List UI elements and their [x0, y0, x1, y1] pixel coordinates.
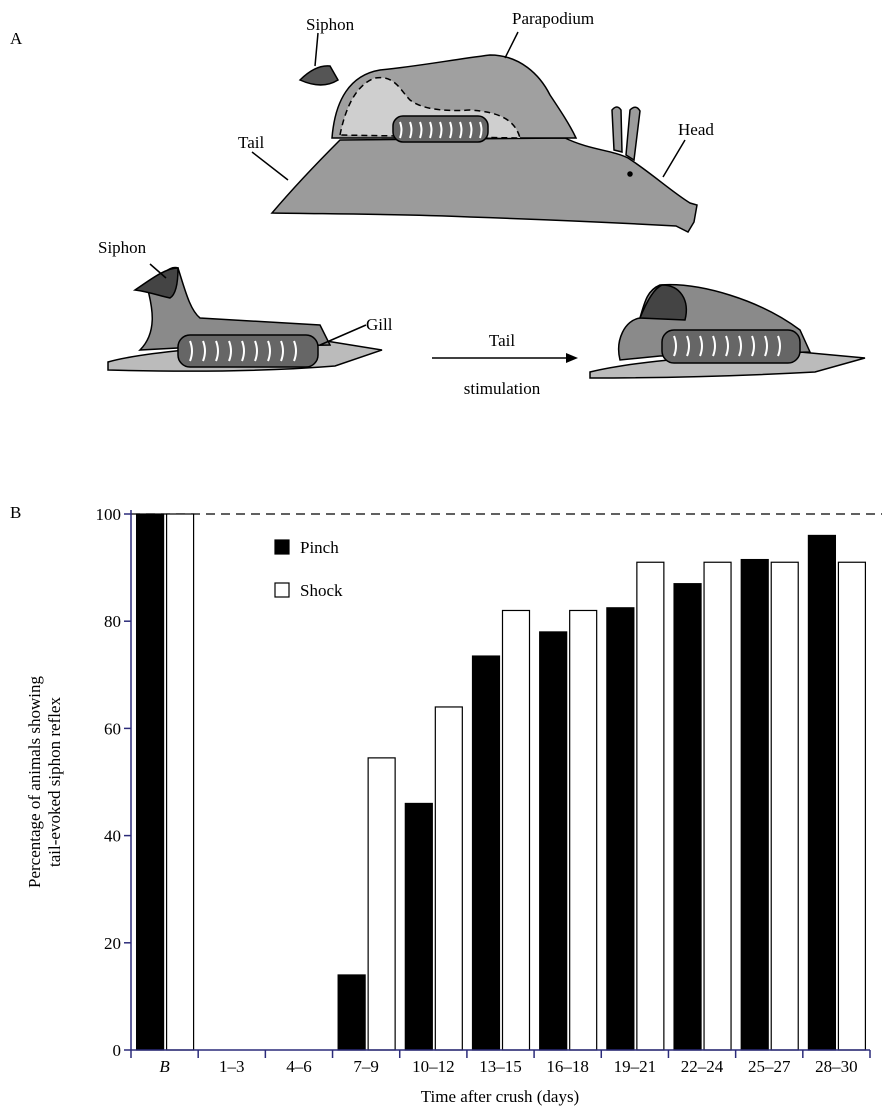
- diagram-label: Parapodium: [512, 9, 594, 28]
- bar: [607, 608, 634, 1050]
- x-tick-label: 16–18: [546, 1057, 589, 1076]
- bar: [808, 535, 835, 1050]
- plot-area: 0 20 40 60 80 100 B 1–3 4–6 7–9 10–12 13–15 16–18 19–…: [96, 505, 882, 1076]
- bar: [473, 656, 500, 1050]
- legend-label: Shock: [300, 581, 343, 600]
- y-axis-title-line: Percentage of animals showing: [25, 676, 44, 888]
- bar: [503, 610, 530, 1050]
- bar: [405, 803, 432, 1050]
- bar: [338, 975, 365, 1050]
- y-tick-label: 80: [104, 612, 121, 631]
- y-tick-label: 60: [104, 719, 121, 738]
- bar: [674, 584, 701, 1050]
- y-axis-title-line: tail-evoked siphon reflex: [45, 697, 64, 867]
- bar: [570, 610, 597, 1050]
- bar: [771, 562, 798, 1050]
- bar: [137, 514, 164, 1050]
- legend-swatch: [275, 540, 289, 554]
- x-tick-label: 7–9: [353, 1057, 379, 1076]
- diagram-label: Tail: [489, 331, 515, 350]
- siphon-left-tip: [135, 268, 178, 298]
- y-tick-label: 0: [113, 1041, 122, 1060]
- diagram-label: Siphon: [98, 238, 147, 257]
- bar: [741, 560, 768, 1050]
- panel-label: A: [10, 29, 23, 48]
- x-tick-label: 1–3: [219, 1057, 245, 1076]
- x-tick-label: 13–15: [479, 1057, 522, 1076]
- x-axis-title: Time after crush (days): [421, 1087, 579, 1106]
- diagram-label: Head: [678, 120, 714, 139]
- bar: [637, 562, 664, 1050]
- y-axis-title: Percentage of animals showing tail-evoke…: [25, 676, 64, 888]
- panel-label: B: [10, 503, 21, 522]
- x-tick-label: 4–6: [286, 1057, 312, 1076]
- bar: [368, 758, 395, 1050]
- diagram-label: Siphon: [306, 15, 355, 34]
- x-tick-label: 10–12: [412, 1057, 455, 1076]
- bar: [704, 562, 731, 1050]
- diagram-label: Gill: [366, 315, 393, 334]
- snail-diagram: [108, 32, 865, 378]
- bar: [540, 632, 567, 1050]
- diagram-label: stimulation: [464, 379, 541, 398]
- bar: [838, 562, 865, 1050]
- diagram-label: Tail: [238, 133, 264, 152]
- y-tick-label: 40: [104, 827, 121, 846]
- bar: [435, 707, 462, 1050]
- y-tick-label: 100: [96, 505, 122, 524]
- x-tick-label: 28–30: [815, 1057, 858, 1076]
- legend-label: Pinch: [300, 538, 339, 557]
- x-tick-label: 22–24: [681, 1057, 724, 1076]
- siphon-top: [300, 66, 338, 85]
- bar: [167, 514, 194, 1050]
- x-tick-label: 19–21: [614, 1057, 657, 1076]
- legend-swatch: [275, 583, 289, 597]
- x-tick-label: 25–27: [748, 1057, 791, 1076]
- x-tick-label: B: [159, 1057, 170, 1076]
- tentacles: [612, 107, 640, 160]
- y-tick-label: 20: [104, 934, 121, 953]
